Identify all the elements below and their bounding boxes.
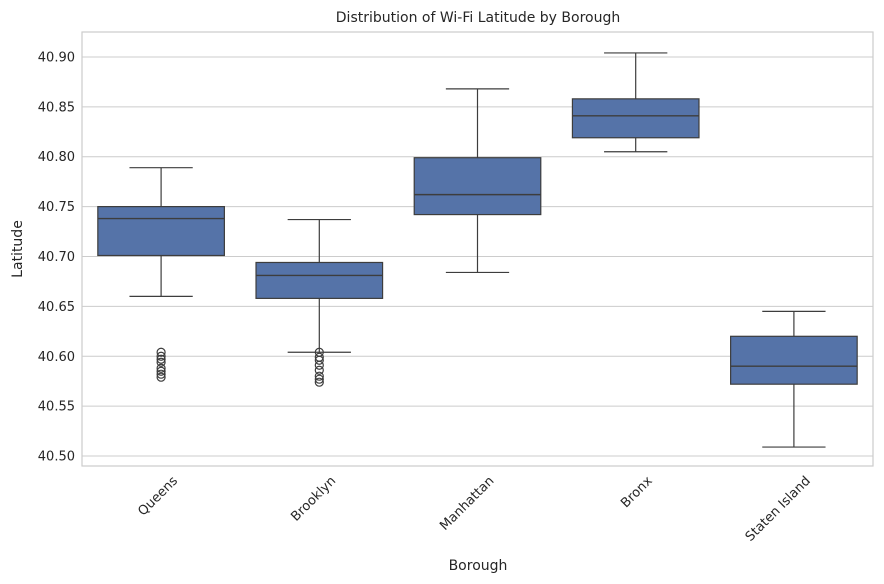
outlier-point	[314, 371, 324, 381]
outlier-point	[156, 357, 166, 367]
x-axis-ticks: Queens Brooklyn Manhattan Bronx Staten Islan…	[135, 473, 813, 544]
iqr-box	[571, 98, 700, 139]
y-tick-label: 40.75	[38, 200, 75, 215]
outlier-point	[156, 354, 166, 364]
outlier-point	[156, 363, 166, 373]
boxes	[97, 52, 858, 448]
outlier-point	[156, 347, 166, 357]
iqr-box	[413, 157, 542, 216]
y-tick-label: 40.85	[38, 100, 75, 115]
iqr-box	[255, 261, 384, 299]
x-tick-label: Brooklyn	[288, 474, 339, 525]
y-axis-ticks: 40.50 40.55 40.60 40.65 40.70 40.75 40.80 40.85…	[38, 50, 75, 464]
outlier-point	[314, 374, 324, 384]
outlier-point	[156, 369, 166, 379]
y-tick-label: 40.60	[38, 350, 75, 365]
box-group	[413, 88, 542, 274]
chart-title: Distribution of Wi-Fi Latitude by Boroug…	[336, 10, 620, 26]
iqr-box	[730, 335, 858, 385]
y-tick-label: 40.50	[38, 450, 75, 465]
outlier-point	[314, 355, 324, 365]
iqr-box	[97, 205, 225, 257]
x-tick-label: Bronx	[618, 473, 656, 511]
box-group	[255, 218, 384, 387]
outlier-point	[156, 372, 166, 382]
box-group	[571, 52, 700, 153]
box-group	[730, 310, 858, 448]
y-axis-label: Latitude	[10, 220, 26, 278]
outlier-point	[314, 360, 324, 370]
box-group	[97, 167, 225, 382]
y-tick-label: 40.65	[38, 300, 75, 315]
y-tick-label: 40.90	[38, 50, 75, 65]
y-tick-label: 40.80	[38, 150, 75, 165]
x-axis-label: Borough	[449, 558, 508, 574]
y-tick-label: 40.70	[38, 250, 75, 265]
outlier-point	[314, 365, 324, 375]
x-tick-label: Queens	[135, 473, 181, 519]
outlier-point	[156, 366, 166, 376]
outlier-point	[156, 351, 166, 361]
outlier-point	[314, 377, 324, 387]
y-tick-label: 40.55	[38, 400, 75, 415]
plot-frame	[81, 31, 874, 467]
x-tick-label: Staten Island	[743, 474, 814, 545]
x-tick-label: Manhattan	[437, 474, 497, 534]
